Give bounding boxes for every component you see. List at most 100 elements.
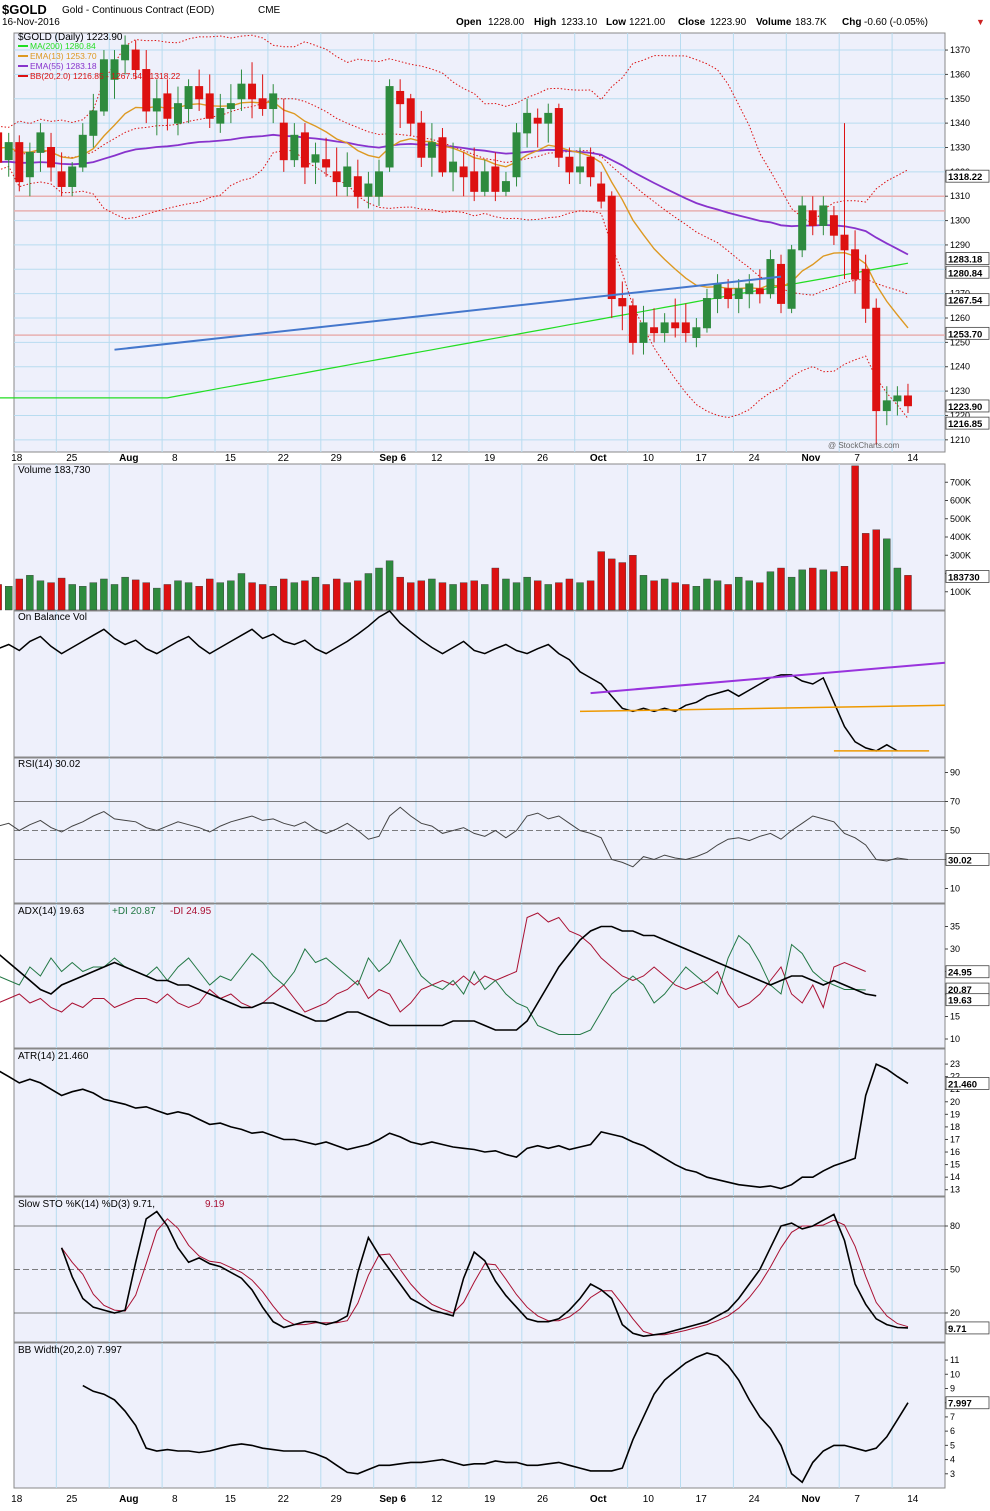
volume-bar-70: [713, 580, 722, 611]
volume-bar-42: [417, 580, 426, 611]
header-symbol: $GOLD: [2, 2, 47, 17]
volume-title: Volume 183,730: [18, 465, 91, 476]
volume-bar-77: [787, 576, 796, 611]
candle-body-19: [173, 103, 182, 124]
x-axis-label-15: Nov: [801, 453, 820, 464]
candle-body-8: [57, 171, 66, 187]
volume-bar-88: [904, 575, 912, 611]
candle-body-80: [819, 205, 828, 226]
candle-body-61: [618, 298, 627, 307]
volume-bar-52: [523, 576, 531, 611]
volume-bar-44: [438, 582, 447, 611]
atr-title: ATR(14) 21.460: [18, 1051, 89, 1062]
x-axis-label-17: 14: [907, 453, 919, 464]
x-axis-label-5: 22: [278, 453, 290, 464]
candle-body-54: [544, 112, 553, 124]
candle-body-43: [427, 142, 436, 158]
volume-bar-13: [110, 584, 119, 611]
volume-bar-12: [100, 578, 108, 611]
bb-lower-line: [0, 150, 909, 419]
adx-legend-minus-di: -DI 24.95: [170, 906, 212, 917]
adx-value-label-1: 20.87: [948, 985, 972, 996]
candle-body-35: [343, 166, 352, 187]
price-legend-3: BB(20,2.0) 1216.85 - 1267.54 - 1318.22: [30, 71, 181, 81]
candle-body-25: [237, 83, 246, 100]
candle-body-32: [311, 154, 320, 163]
bbw-panel: [13, 1342, 946, 1489]
candle-body-26: [248, 83, 257, 100]
volume-value-label: 183730: [948, 572, 980, 583]
atr-value-label: 21.460: [948, 1079, 977, 1090]
adx-tick-label-4: 30: [950, 944, 960, 954]
volume-bar-57: [576, 582, 584, 611]
volume-bar-59: [597, 551, 605, 611]
bottom-x-axis-label-15: Nov: [801, 1494, 820, 1505]
adx-line: [0, 925, 877, 1031]
price-tick-label-0: 1210: [950, 435, 970, 445]
bottom-x-axis-label-7: Sep 6: [379, 1494, 406, 1505]
volume-bar-30: [290, 582, 299, 611]
volume-bar-86: [883, 538, 891, 611]
candle-body-37: [364, 183, 373, 197]
volume-tick-label-6: 700K: [950, 477, 971, 487]
candle-body-14: [121, 44, 130, 61]
bottom-x-axis-label-5: 22: [278, 1494, 290, 1505]
volume-bar-31: [301, 580, 309, 611]
volume-bar-83: [851, 465, 859, 611]
candle-body-34: [332, 171, 341, 183]
candle-body-22: [205, 93, 214, 119]
candle-body-78: [798, 205, 807, 251]
bbw-tick-label-1: 4: [950, 1455, 955, 1465]
header-close: 1223.90: [710, 17, 747, 28]
volume-bar-45: [449, 584, 457, 611]
sto-tick-label-0: 20: [950, 1308, 960, 1318]
header-low-label: Low: [606, 17, 626, 28]
candle-body-30: [290, 134, 299, 161]
price-tick-label-1: 1220: [950, 410, 970, 420]
candle-body-57: [576, 166, 585, 173]
candle-body-87: [893, 395, 902, 402]
candle-body-84: [861, 268, 870, 309]
candle-body-62: [628, 305, 637, 343]
bbw-value-label: 7.997: [948, 1399, 972, 1410]
volume-bar-58: [586, 580, 595, 611]
candle-body-52: [523, 112, 532, 134]
sto-title: Slow STO %K(14) %D(3) 9.71,: [18, 1199, 155, 1210]
volume-tick-label-2: 300K: [950, 550, 971, 560]
minus-di-line: [0, 912, 866, 1013]
adx-value-label-0: 24.95: [948, 968, 972, 979]
candle-body-16: [142, 69, 151, 112]
atr-tick-label-3: 16: [950, 1147, 960, 1157]
volume-bar-19: [174, 580, 182, 611]
volume-bar-68: [692, 586, 701, 611]
candle-body-2: [0, 132, 3, 163]
candle-body-18: [163, 93, 172, 119]
candle-body-59: [597, 183, 606, 202]
candle-body-81: [829, 215, 838, 236]
bottom-x-axis-label-11: Oct: [590, 1494, 607, 1505]
candle-body-64: [650, 327, 659, 334]
volume-bar-74: [756, 582, 764, 611]
volume-bar-48: [481, 584, 489, 611]
volume-bar-65: [660, 578, 669, 611]
volume-bar-76: [777, 567, 785, 611]
candle-body-88: [903, 395, 912, 407]
price-value-label-0-box: [945, 169, 990, 183]
volume-bar-34: [332, 578, 341, 611]
bbw-tick-label-4: 7: [950, 1412, 955, 1422]
volume-bar-4: [15, 578, 23, 611]
candle-body-45: [449, 161, 458, 173]
candle-body-63: [639, 322, 648, 343]
volume-bar-36: [354, 580, 362, 611]
volume-bar-25: [237, 573, 246, 611]
volume-bar-28: [269, 586, 277, 611]
volume-bar-71: [724, 584, 732, 611]
price-tick-label-16: 1370: [950, 45, 970, 55]
x-axis-label-6: 29: [331, 453, 343, 464]
bbw-tick-label-6: 9: [950, 1383, 955, 1393]
candle-body-69: [702, 298, 711, 329]
header-date: 16-Nov-2016: [2, 17, 60, 28]
candle-body-51: [512, 132, 521, 178]
volume-bar-41: [407, 582, 415, 611]
obv-level-line: [579, 704, 946, 713]
